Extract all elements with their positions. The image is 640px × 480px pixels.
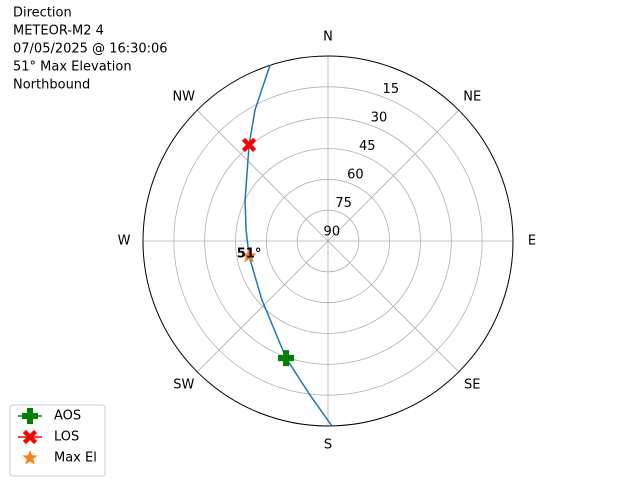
x-stroke [22, 429, 38, 445]
r-tick-label: 30 [371, 110, 388, 125]
aos-marker [22, 408, 38, 424]
legend: AOS LOS Max El [9, 404, 106, 477]
theta-tick-label: E [528, 234, 536, 249]
title-line: 07/05/2025 @ 16:30:06 [13, 42, 168, 57]
theta-tick-label: NW [172, 89, 195, 104]
legend-label: LOS [54, 430, 79, 445]
title-line: Northbound [13, 78, 90, 93]
polar-frame [142, 55, 514, 427]
los-marker [241, 137, 257, 153]
theta-tick-label: S [324, 438, 332, 453]
aos-marker [278, 350, 295, 367]
theta-tick-label: SE [464, 378, 480, 393]
theta-tick-label: SW [173, 378, 194, 393]
track-line [244, 65, 333, 427]
r-tick-label: 90 [324, 224, 341, 239]
legend-label: AOS [54, 409, 81, 424]
x-stroke [241, 137, 257, 153]
title-line: Direction [13, 6, 72, 21]
r-tick-label: 45 [359, 139, 376, 154]
max-el-marker [241, 248, 257, 263]
r-tick-label: 15 [383, 82, 400, 97]
theta-tick-label: W [118, 234, 131, 249]
r-grid-line [173, 86, 483, 396]
annotation: 51° [237, 247, 262, 262]
legend-label: Max El [54, 451, 97, 466]
title-line: 51° Max Elevation [13, 60, 132, 75]
r-grid-line [204, 117, 452, 365]
theta-tick-label: NE [463, 89, 481, 104]
theta-tick-label: N [323, 30, 333, 45]
max-el-marker [22, 450, 38, 465]
los-marker [22, 429, 38, 445]
title-line: METEOR-M2 4 [13, 24, 104, 39]
r-grid-line [296, 209, 360, 273]
r-tick-label: 60 [347, 167, 364, 182]
r-grid-line [265, 178, 391, 304]
r-tick-label: 75 [335, 196, 352, 211]
r-grid-line [235, 148, 421, 334]
